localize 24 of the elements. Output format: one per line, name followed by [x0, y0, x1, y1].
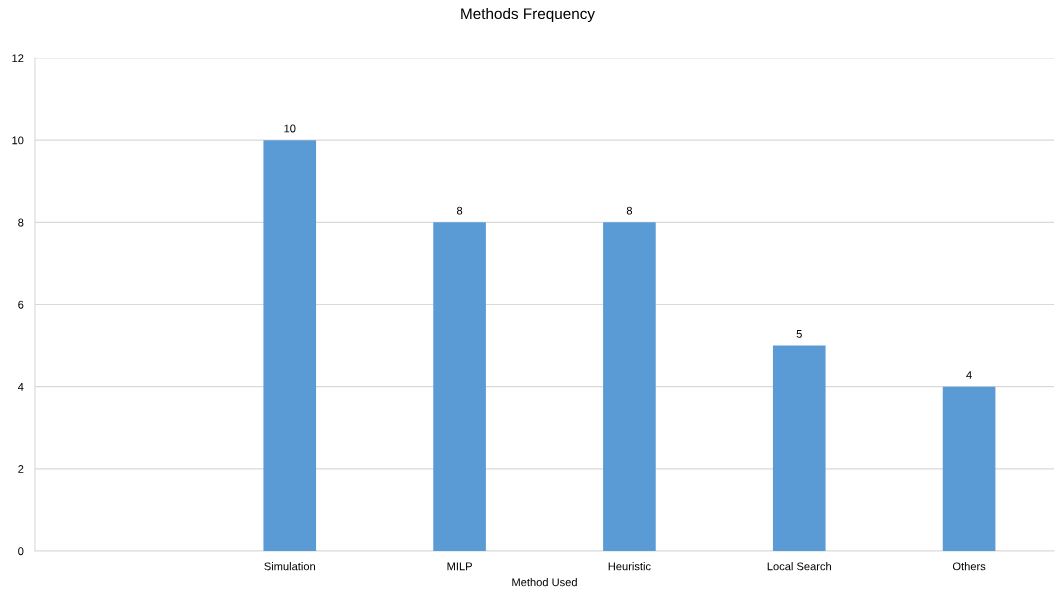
data-label: 10	[284, 124, 296, 133]
y-tick-label: 8	[18, 218, 24, 227]
data-label: 5	[796, 330, 802, 338]
chart-title: Methods Frequency	[461, 7, 595, 23]
x-tick-label: Local Search	[767, 562, 831, 571]
data-label: 8	[626, 206, 633, 215]
bar	[772, 345, 826, 551]
data-label: 8	[456, 206, 463, 215]
bar	[433, 222, 486, 551]
bar	[603, 222, 656, 551]
x-tick-label: Others	[952, 562, 986, 571]
x-tick-label: Heuristic	[608, 562, 651, 571]
y-tick-label: 10	[12, 136, 24, 145]
y-tick-label: 4	[17, 383, 24, 391]
y-tick-label: 0	[18, 547, 24, 556]
bar	[263, 140, 317, 551]
y-tick-label: 6	[18, 300, 24, 309]
x-tick-label: Simulation	[264, 562, 315, 571]
bar	[942, 386, 996, 551]
x-tick-label: MILP	[447, 562, 472, 571]
x-axis-title: Method Used	[512, 578, 577, 587]
y-tick-label: 12	[12, 54, 24, 63]
data-label: 4	[966, 371, 972, 379]
y-tick-label: 2	[18, 465, 24, 473]
